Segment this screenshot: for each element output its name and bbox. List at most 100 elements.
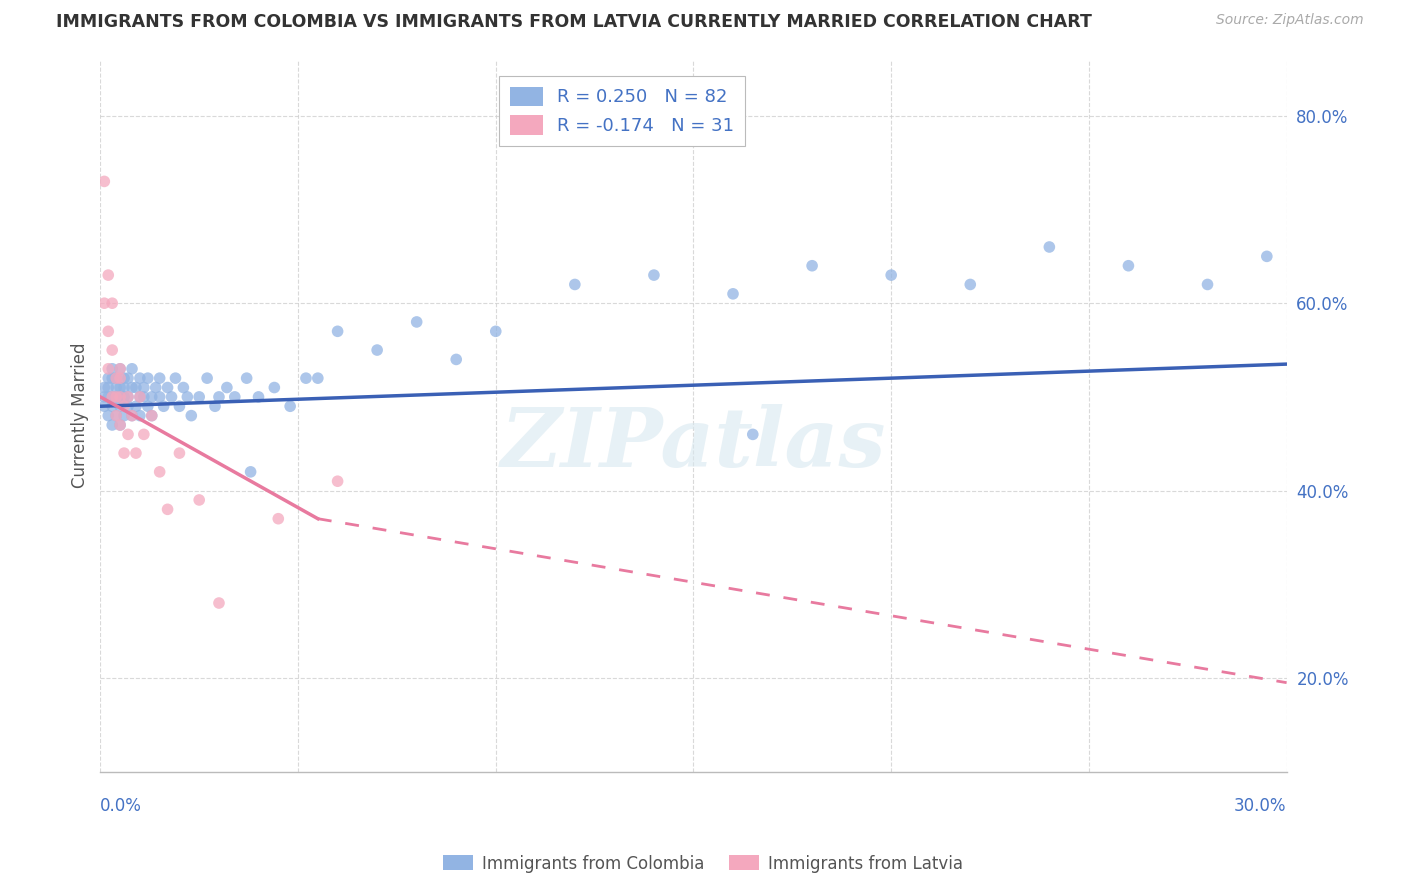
Text: Source: ZipAtlas.com: Source: ZipAtlas.com [1216,13,1364,28]
Point [176,390,198,404]
Point [169,446,191,460]
Y-axis label: Currently Married: Currently Married [72,343,89,489]
Point [1118,259,1140,273]
Point [721,286,744,301]
Point [108,371,131,385]
Point [101,390,124,404]
Point [188,390,211,404]
Point [108,380,131,394]
Point [101,371,124,385]
Point [125,399,148,413]
Point [117,399,139,413]
Point [108,417,131,432]
Point [128,371,150,385]
Point [643,268,665,282]
Point [108,390,131,404]
Text: ZIPatlas: ZIPatlas [501,404,886,484]
Point [208,596,231,610]
Point [141,409,163,423]
Point [156,380,179,394]
Point [172,380,194,394]
Point [93,380,115,394]
Point [108,417,131,432]
Point [136,399,159,413]
Point [1256,249,1278,263]
Point [93,174,115,188]
Point [112,380,135,394]
Point [295,371,318,385]
Point [156,502,179,516]
Point [1197,277,1219,292]
Point [149,390,172,404]
Point [204,399,226,413]
Point [101,361,124,376]
Point [93,296,115,310]
Point [105,409,128,423]
Point [165,371,187,385]
Point [141,390,163,404]
Point [105,390,128,404]
Point [105,371,128,385]
Point [117,427,139,442]
Point [267,512,290,526]
Point [485,324,508,338]
Legend: R = 0.250   N = 82, R = -0.174   N = 31: R = 0.250 N = 82, R = -0.174 N = 31 [499,76,745,146]
Point [121,380,143,394]
Point [444,352,467,367]
Point [195,371,218,385]
Point [564,277,586,292]
Text: IMMIGRANTS FROM COLOMBIA VS IMMIGRANTS FROM LATVIA CURRENTLY MARRIED CORRELATION: IMMIGRANTS FROM COLOMBIA VS IMMIGRANTS F… [56,13,1092,31]
Point [224,390,246,404]
Legend: Immigrants from Colombia, Immigrants from Latvia: Immigrants from Colombia, Immigrants fro… [437,848,969,880]
Point [97,324,120,338]
Point [188,492,211,507]
Point [105,409,128,423]
Point [136,371,159,385]
Point [121,361,143,376]
Point [801,259,824,273]
Point [152,399,174,413]
Point [112,399,135,413]
Point [101,296,124,310]
Point [149,371,172,385]
Point [160,390,183,404]
Point [307,371,329,385]
Point [169,399,191,413]
Point [97,409,120,423]
Point [108,361,131,376]
Point [112,390,135,404]
Point [405,315,427,329]
Point [121,409,143,423]
Point [97,390,120,404]
Point [959,277,981,292]
Point [101,417,124,432]
Point [93,390,115,404]
Point [105,371,128,385]
Point [97,361,120,376]
Point [121,409,143,423]
Point [1038,240,1060,254]
Point [149,465,172,479]
Point [235,371,257,385]
Point [326,324,349,338]
Point [215,380,238,394]
Point [112,409,135,423]
Point [741,427,763,442]
Point [97,380,120,394]
Text: 30.0%: 30.0% [1234,797,1286,814]
Point [117,390,139,404]
Point [278,399,301,413]
Point [263,380,285,394]
Point [880,268,903,282]
Point [97,371,120,385]
Point [125,446,148,460]
Point [105,390,128,404]
Point [366,343,388,357]
Point [128,390,150,404]
Point [97,268,120,282]
Point [101,399,124,413]
Point [132,390,155,404]
Point [239,465,262,479]
Point [112,446,135,460]
Text: 0.0%: 0.0% [100,797,142,814]
